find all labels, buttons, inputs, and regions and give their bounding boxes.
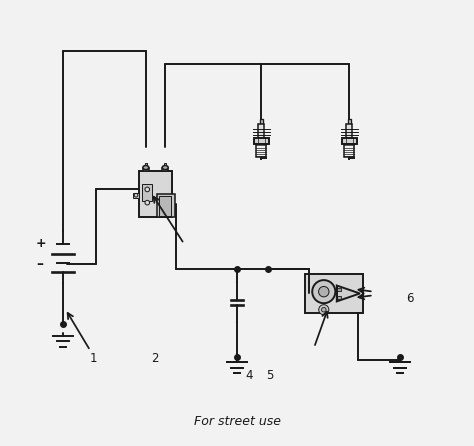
Bar xyxy=(305,273,363,314)
Bar xyxy=(337,296,341,298)
Bar xyxy=(256,145,266,157)
Ellipse shape xyxy=(143,165,149,169)
Text: 5: 5 xyxy=(265,369,273,382)
Text: 2: 2 xyxy=(151,352,159,365)
Bar xyxy=(139,171,172,218)
Bar xyxy=(259,120,263,124)
Bar xyxy=(142,185,152,201)
Bar xyxy=(258,124,264,138)
Bar xyxy=(254,138,269,145)
Ellipse shape xyxy=(162,165,168,169)
Circle shape xyxy=(321,307,326,312)
Circle shape xyxy=(319,286,329,297)
Bar xyxy=(145,163,147,165)
Bar xyxy=(347,120,351,124)
Bar xyxy=(159,195,171,216)
Bar xyxy=(162,168,168,171)
Text: 6: 6 xyxy=(407,292,414,305)
Bar xyxy=(342,138,357,145)
Circle shape xyxy=(145,200,150,205)
Text: 4: 4 xyxy=(246,369,253,382)
Circle shape xyxy=(145,187,150,192)
Bar xyxy=(344,145,355,157)
Circle shape xyxy=(319,305,329,315)
Bar xyxy=(143,168,149,171)
Bar xyxy=(133,193,139,198)
Bar xyxy=(337,289,341,291)
Text: 1: 1 xyxy=(90,352,97,365)
Bar xyxy=(164,163,166,165)
Polygon shape xyxy=(337,285,360,301)
Text: For street use: For street use xyxy=(193,415,281,428)
Text: –: – xyxy=(36,257,43,272)
Text: +: + xyxy=(36,237,46,250)
Bar xyxy=(346,124,353,138)
Circle shape xyxy=(312,280,335,303)
Bar xyxy=(157,194,175,218)
Circle shape xyxy=(134,194,138,197)
